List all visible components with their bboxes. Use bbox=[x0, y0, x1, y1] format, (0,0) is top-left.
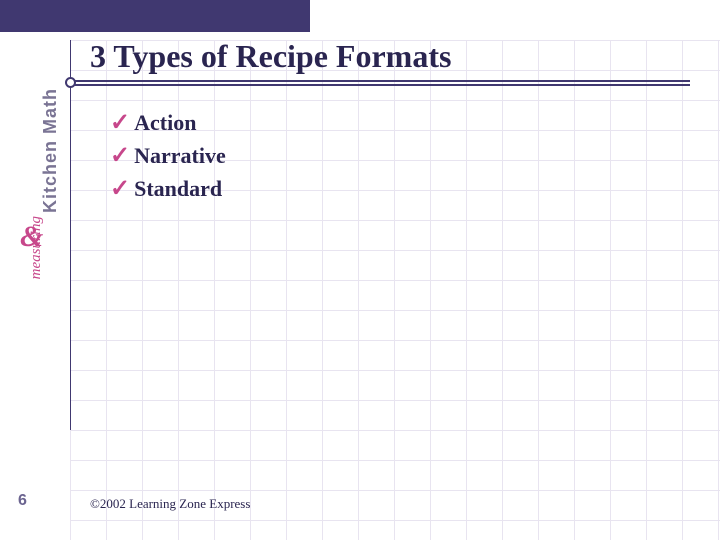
slide-title: 3 Types of Recipe Formats bbox=[90, 38, 451, 75]
checkmark-icon: ✓ bbox=[110, 141, 130, 170]
slide: 3 Types of Recipe Formats Kitchen Math m… bbox=[0, 0, 720, 540]
checkmark-icon: ✓ bbox=[110, 108, 130, 137]
bullet-text: Standard bbox=[134, 176, 222, 202]
bullet-item: ✓ Narrative bbox=[110, 141, 226, 170]
checkmark-icon: ✓ bbox=[110, 174, 130, 203]
title-double-rule bbox=[70, 80, 690, 86]
bullet-item: ✓ Standard bbox=[110, 174, 226, 203]
bullet-text: Action bbox=[134, 110, 196, 136]
page-number: 6 bbox=[18, 492, 27, 510]
bullet-item: ✓ Action bbox=[110, 108, 226, 137]
logo-ampersand: & bbox=[20, 220, 43, 254]
bullet-text: Narrative bbox=[134, 143, 226, 169]
bullet-list: ✓ Action ✓ Narrative ✓ Standard bbox=[110, 108, 226, 207]
sidebar-logo: Kitchen Math measuring & bbox=[22, 88, 58, 318]
copyright-text: ©2002 Learning Zone Express bbox=[90, 496, 250, 512]
logo-line-1: Kitchen Math bbox=[40, 88, 61, 213]
rule-cap-circle-icon bbox=[65, 77, 76, 88]
left-vertical-rule bbox=[70, 40, 71, 430]
top-accent-bar bbox=[0, 0, 310, 32]
